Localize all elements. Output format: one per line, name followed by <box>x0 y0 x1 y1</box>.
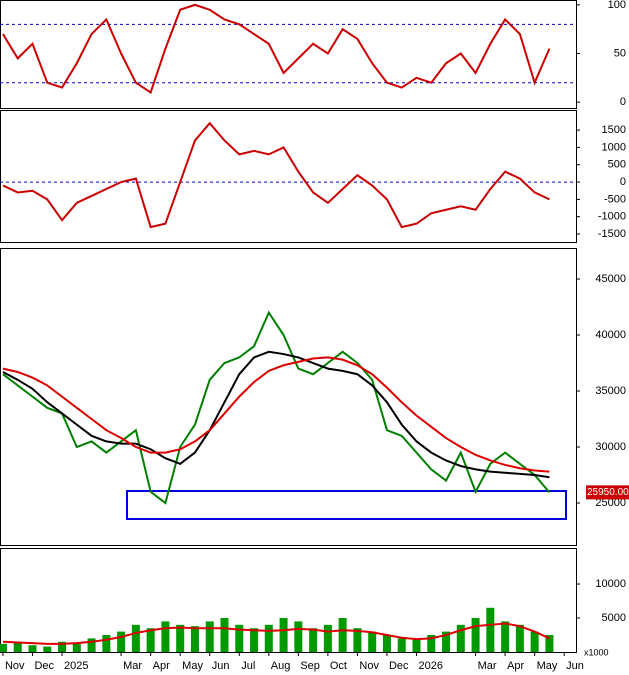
bar <box>43 646 52 652</box>
bar <box>0 643 7 652</box>
bar <box>235 624 244 652</box>
line <box>2 121 550 229</box>
y-tick-label: 30000 <box>595 441 626 453</box>
bar <box>397 638 406 652</box>
y-tick-label: 35000 <box>595 385 626 397</box>
y-tick-label: 40000 <box>595 329 626 341</box>
x-tick-label: Apr <box>153 660 170 672</box>
bar <box>323 624 332 652</box>
bar <box>471 618 480 652</box>
panel-frame <box>0 548 577 653</box>
bar <box>382 635 391 652</box>
bar <box>427 635 436 652</box>
bar <box>368 631 377 652</box>
y-tick-label: 5000 <box>602 612 626 624</box>
bar <box>338 618 347 652</box>
unit-label: x1000 <box>584 647 609 657</box>
x-tick-label: Mar <box>478 660 497 672</box>
bar <box>87 638 96 652</box>
last-price-badge <box>586 485 629 500</box>
y-tick-label: -1000 <box>598 211 626 223</box>
y-tick-label: -500 <box>604 193 626 205</box>
x-tick-label: Dec <box>389 660 409 672</box>
x-tick-label: May <box>182 660 203 672</box>
bar <box>72 643 81 652</box>
panel-frame <box>0 248 577 546</box>
x-tick-label: Jul <box>241 660 255 672</box>
bar <box>486 607 495 652</box>
bar <box>515 624 524 652</box>
bar <box>13 641 22 652</box>
y-tick-label: 1000 <box>602 141 626 153</box>
x-tick-label: Aug <box>271 660 291 672</box>
x-tick-label: Nov <box>359 660 379 672</box>
highlight-box <box>126 490 567 520</box>
line <box>2 310 551 505</box>
bar <box>279 618 288 652</box>
y-tick-label: 0 <box>620 96 626 108</box>
y-tick-label: 100 <box>608 0 626 11</box>
bar <box>545 635 554 652</box>
bar <box>58 641 67 652</box>
line <box>2 622 550 645</box>
bar <box>264 624 273 652</box>
bar <box>220 618 229 652</box>
bar <box>28 645 37 652</box>
bar <box>176 624 185 652</box>
x-tick-label: Nov <box>5 660 25 672</box>
x-tick-label: Sep <box>300 660 320 672</box>
x-tick-label: Dec <box>34 660 54 672</box>
last-price-label: 25950.00 <box>587 487 629 498</box>
bar <box>250 628 259 652</box>
x-tick-label: Jun <box>212 660 230 672</box>
bar <box>412 639 421 652</box>
y-tick-label: -1500 <box>598 228 626 240</box>
y-tick-label: 25000 <box>595 497 626 509</box>
y-tick-label: 1500 <box>602 124 626 136</box>
bar <box>161 621 170 652</box>
bar <box>190 626 199 652</box>
panel-frame <box>0 0 577 109</box>
bar <box>456 624 465 652</box>
bar <box>530 631 539 652</box>
y-tick-label: 10000 <box>595 578 626 590</box>
panel-frame <box>0 110 577 243</box>
bar <box>205 621 214 652</box>
bar <box>353 628 362 652</box>
x-tick-label: 2025 <box>64 660 88 672</box>
bar <box>146 628 155 652</box>
line <box>2 356 550 473</box>
bar <box>442 631 451 652</box>
bar <box>309 628 318 652</box>
x-tick-label: May <box>537 660 558 672</box>
y-tick-label: 45000 <box>595 273 626 285</box>
bar <box>102 635 111 652</box>
x-tick-label: Apr <box>507 660 524 672</box>
bar <box>294 621 303 652</box>
bar <box>117 631 126 652</box>
bar <box>501 621 510 652</box>
line <box>2 3 551 94</box>
y-tick-label: 50 <box>614 47 626 59</box>
bar <box>131 624 140 652</box>
line <box>2 350 550 479</box>
x-tick-label: Oct <box>330 660 347 672</box>
x-tick-label: 2026 <box>418 660 442 672</box>
y-tick-label: 0 <box>620 176 626 188</box>
x-tick-label: Jun <box>566 660 584 672</box>
x-tick-label: Mar <box>123 660 142 672</box>
y-tick-label: 500 <box>608 159 626 171</box>
